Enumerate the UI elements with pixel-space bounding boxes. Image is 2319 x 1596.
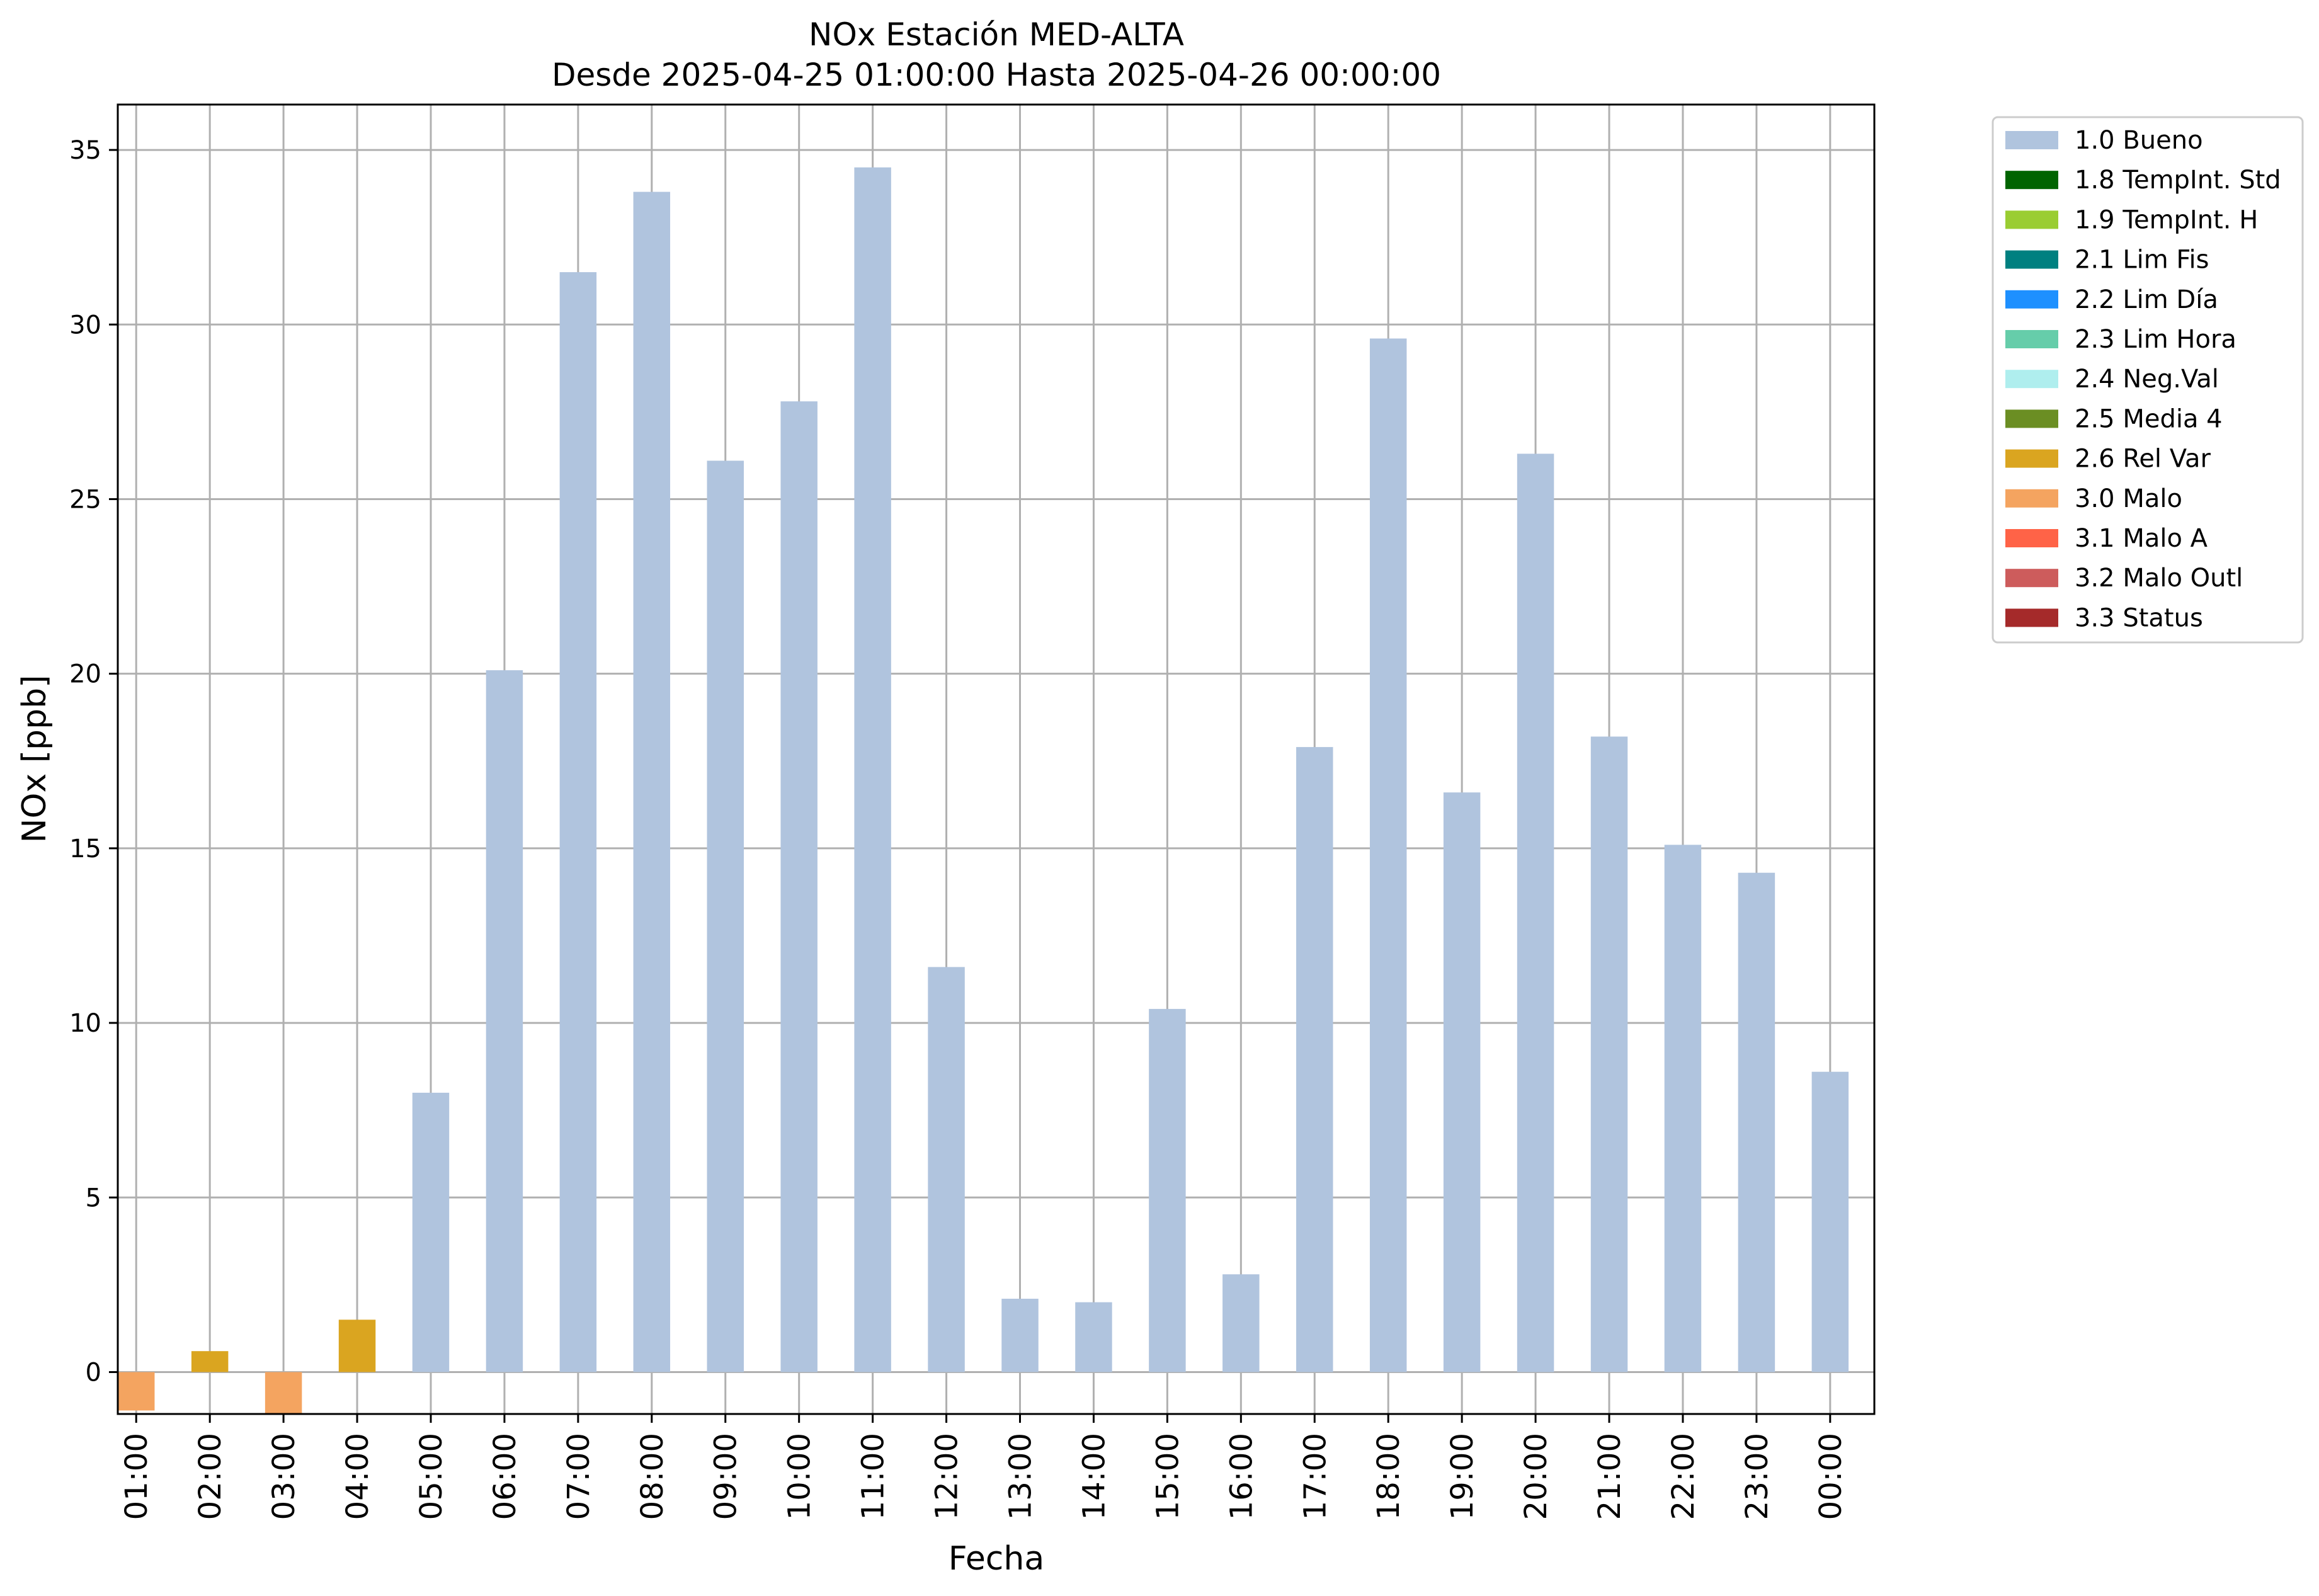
bar: [1738, 872, 1775, 1372]
bar: [412, 1092, 450, 1372]
legend: 1.0 Bueno 1.8 TempInt. Std 1.9 TempInt. H 2…: [1991, 116, 2304, 644]
legend-label: 2.6 Rel Var: [2075, 445, 2211, 474]
bar: [1590, 736, 1628, 1372]
legend-label: 2.2 Lim Día: [2075, 285, 2218, 314]
bar: [118, 1372, 155, 1411]
plot-frame: [117, 103, 1876, 1415]
x-tick-label: 14:00: [1076, 1433, 1112, 1520]
x-tick-label: 01:00: [119, 1433, 154, 1520]
y-tick-label: 20: [69, 660, 101, 689]
x-tick-label: 02:00: [193, 1433, 228, 1520]
legend-swatch: [2005, 608, 2058, 627]
x-tick-label: 04:00: [340, 1433, 375, 1520]
bar: [854, 167, 891, 1372]
x-tick-label: 03:00: [266, 1433, 302, 1520]
bar: [191, 1351, 229, 1372]
x-tick-label: 00:00: [1813, 1433, 1849, 1520]
x-axis-label: Fecha: [949, 1540, 1044, 1578]
y-tick-label: 35: [69, 136, 101, 165]
y-tick-label: 25: [69, 485, 101, 514]
x-tick-label: 11:00: [856, 1433, 891, 1520]
y-tick-label: 5: [86, 1183, 101, 1212]
legend-box: [1991, 116, 2304, 644]
bar: [1369, 338, 1407, 1372]
legend-swatch: [2005, 250, 2058, 269]
x-tick-label: 18:00: [1371, 1433, 1406, 1520]
y-tick-label: 30: [69, 311, 101, 339]
y-tick-label: 10: [69, 1009, 101, 1038]
x-tick-label: 15:00: [1150, 1433, 1185, 1520]
legend-label: 2.3 Lim Hora: [2075, 325, 2236, 354]
legend-swatch: [2005, 330, 2058, 348]
x-tick-label: 06:00: [487, 1433, 523, 1520]
bar: [486, 670, 523, 1372]
x-tick-label: 20:00: [1518, 1433, 1554, 1520]
x-tick-label: 22:00: [1666, 1433, 1701, 1520]
bars: [118, 167, 1849, 1414]
legend-label: 1.8 TempInt. Std: [2075, 166, 2281, 195]
legend-label: 3.2 Malo Outl: [2075, 564, 2243, 593]
bar: [633, 191, 671, 1372]
bar: [1517, 453, 1554, 1372]
legend-label: 3.3 Status: [2075, 603, 2203, 632]
y-axis-label: NOx [ppb]: [16, 675, 54, 843]
legend-label: 3.1 Malo A: [2075, 524, 2208, 553]
bar: [1149, 1008, 1186, 1372]
legend-swatch: [2005, 449, 2058, 468]
legend-label: 1.0 Bueno: [2075, 126, 2203, 155]
x-tick-label: 08:00: [635, 1433, 670, 1520]
legend-label: 3.0 Malo: [2075, 484, 2182, 513]
bar: [707, 460, 744, 1372]
legend-label: 2.4 Neg.Val: [2075, 365, 2219, 394]
x-tick-label: 23:00: [1740, 1433, 1775, 1520]
bar: [928, 967, 965, 1372]
x-tick-label: 13:00: [1003, 1433, 1039, 1520]
legend-swatch: [2005, 290, 2058, 309]
legend-swatch: [2005, 210, 2058, 229]
bar: [1222, 1274, 1260, 1372]
bar: [1296, 747, 1333, 1372]
x-tick-label: 17:00: [1297, 1433, 1333, 1520]
x-tick-label: 05:00: [414, 1433, 449, 1520]
x-tick-label: 19:00: [1445, 1433, 1480, 1520]
bar: [559, 272, 597, 1372]
x-axis: 01:00 02:00 03:00 04:00 05:00 06:00 07:00 08:00…: [119, 1414, 1849, 1520]
bar: [1075, 1302, 1112, 1372]
x-tick-label: 09:00: [709, 1433, 744, 1520]
x-tick-label: 07:00: [561, 1433, 596, 1520]
bar: [1443, 792, 1481, 1372]
y-axis: 0 5 10 15 20 25 30 35: [69, 136, 118, 1387]
x-tick-label: 12:00: [930, 1433, 965, 1520]
legend-label: 2.1 Lim Fis: [2075, 246, 2209, 275]
bar: [1811, 1071, 1849, 1372]
legend-swatch: [2005, 489, 2058, 508]
legend-swatch: [2005, 171, 2058, 190]
bar: [265, 1372, 302, 1414]
bar: [338, 1320, 376, 1372]
x-tick-label: 21:00: [1592, 1433, 1627, 1520]
bar: [780, 401, 818, 1372]
legend-swatch: [2005, 370, 2058, 389]
x-tick-label: 16:00: [1224, 1433, 1259, 1520]
legend-swatch: [2005, 569, 2058, 588]
legend-swatch: [2005, 529, 2058, 547]
chart-title: NOx Estación MED-ALTA: [809, 16, 1184, 53]
y-tick-label: 15: [69, 835, 101, 864]
legend-label: 1.9 TempInt. H: [2075, 205, 2258, 234]
chart-subtitle: Desde 2025-04-25 01:00:00 Hasta 2025-04-…: [552, 57, 1441, 93]
legend-swatch: [2005, 131, 2058, 149]
bar: [1664, 845, 1702, 1372]
bar: [1001, 1299, 1039, 1372]
x-tick-label: 10:00: [782, 1433, 818, 1520]
y-tick-label: 0: [86, 1358, 101, 1387]
legend-label: 2.5 Media 4: [2075, 404, 2223, 433]
legend-swatch: [2005, 409, 2058, 428]
